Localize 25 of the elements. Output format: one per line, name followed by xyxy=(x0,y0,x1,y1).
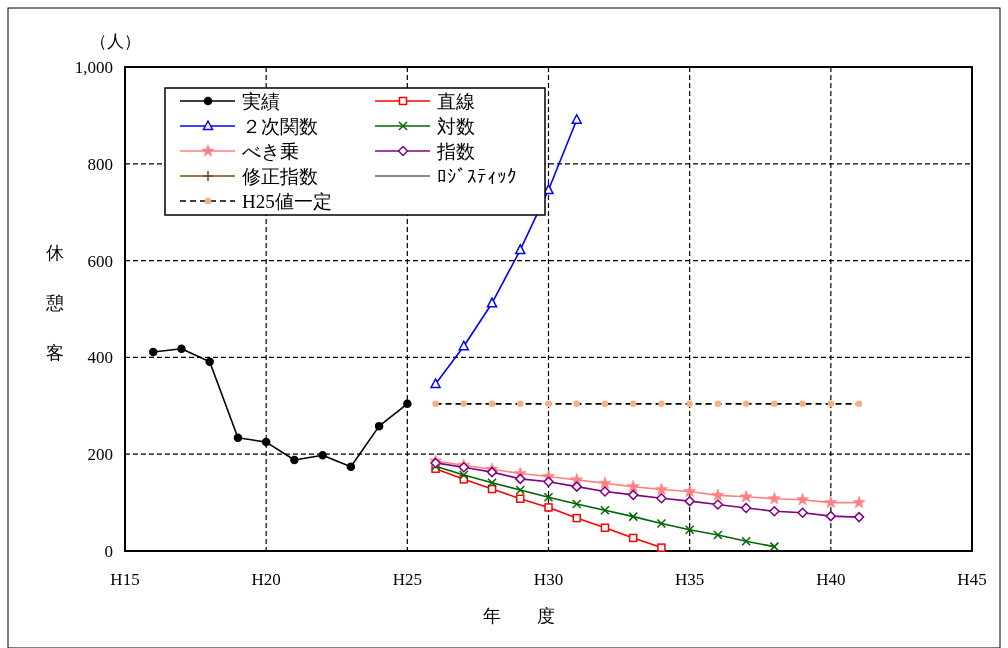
x-tick-label: H30 xyxy=(533,570,564,589)
text: （人） xyxy=(89,32,141,51)
x-tick-label: H20 xyxy=(251,570,281,589)
legend-label: べき乗 xyxy=(242,141,299,162)
legend-label: 対数 xyxy=(437,116,475,137)
y-tick-label: 800 xyxy=(87,154,113,174)
y-tick-label: 400 xyxy=(87,348,113,368)
x-tick-label: H40 xyxy=(816,570,846,589)
x-tick-label: H15 xyxy=(110,570,140,589)
y-tick-label: 600 xyxy=(87,251,113,271)
y-tick-label: 1,000 xyxy=(74,58,113,77)
y-tick-label: 200 xyxy=(87,445,113,465)
text: 休憩客 xyxy=(46,243,64,363)
x-axis-title: 年 度 xyxy=(482,606,555,626)
x-tick-label: H35 xyxy=(675,570,705,589)
y-tick-label: 0 xyxy=(104,542,113,561)
x-tick-label: H45 xyxy=(957,570,987,589)
legend-label: 実績 xyxy=(242,91,280,112)
legend-label: ２次関数 xyxy=(242,116,318,137)
legend-label: ﾛｼﾞｽﾃｨｯｸ xyxy=(437,166,517,187)
legend-label: H25値一定 xyxy=(242,191,332,212)
x-tick-label: H25 xyxy=(392,570,422,589)
legend-label: 指数 xyxy=(436,141,475,162)
legend-label: 直線 xyxy=(437,91,475,112)
legend-label: 修正指数 xyxy=(242,166,318,187)
